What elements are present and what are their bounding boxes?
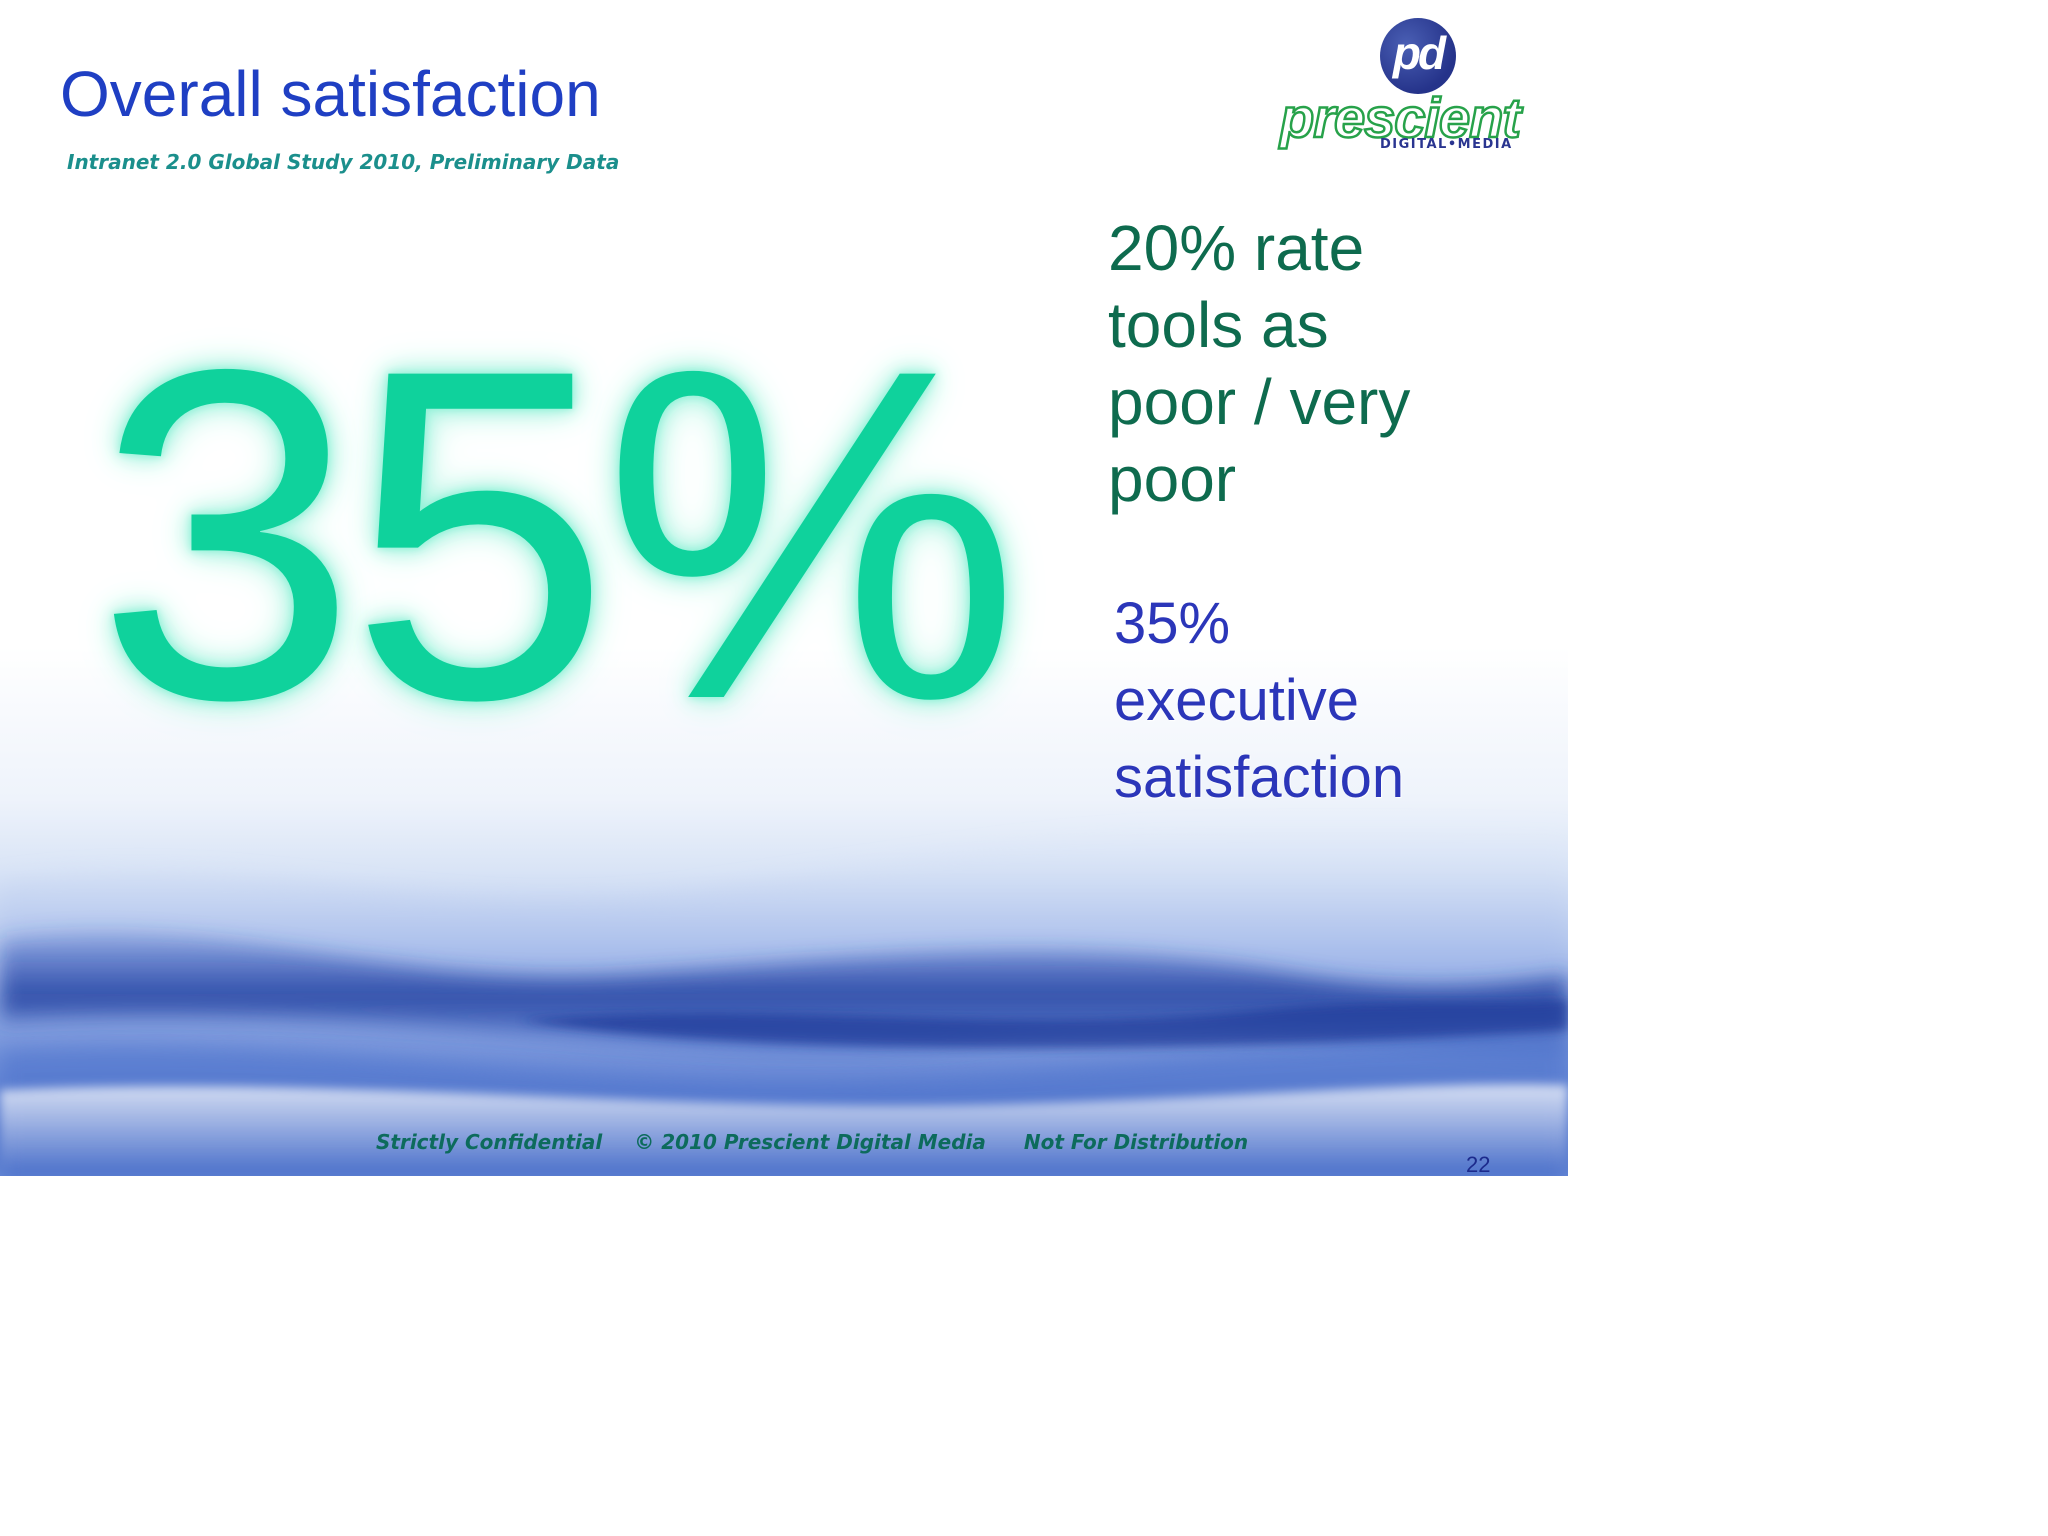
executive-satisfaction-line: satisfaction	[1114, 745, 1405, 810]
tools-rating-stat: 20% rate tools as poor / very poor	[1108, 210, 1548, 518]
tools-rating-line: 20% rate	[1108, 212, 1365, 284]
logo-monogram: pd	[1392, 27, 1446, 79]
slide-title: Overall satisfaction	[60, 58, 601, 130]
tools-rating-line: poor / very	[1108, 366, 1411, 438]
logo-tagline: DIGITAL•MEDIA	[1380, 137, 1513, 152]
prescient-logo: pd prescient DIGITAL•MEDIA	[1270, 18, 1560, 158]
footer-confidential: Strictly Confidential	[376, 1130, 603, 1154]
executive-satisfaction-stat: 35% executive satisfaction	[1114, 585, 1554, 816]
big-percentage: 35%	[96, 272, 1021, 797]
executive-satisfaction-line: 35%	[1114, 591, 1231, 656]
logo-circle-icon	[1380, 18, 1456, 94]
footer-copyright: © 2010 Prescient Digital Media	[634, 1130, 986, 1154]
wave-background	[0, 820, 1568, 1176]
tools-rating-line: tools as	[1108, 289, 1329, 361]
footer: Strictly Confidential © 2010 Prescient Di…	[376, 1130, 1248, 1154]
executive-satisfaction-line: executive	[1114, 668, 1360, 733]
page-number: 22	[1466, 1152, 1491, 1176]
slide: Overall satisfaction Intranet 2.0 Global…	[0, 0, 1568, 1176]
footer-distribution: Not For Distribution	[1023, 1130, 1249, 1154]
logo-wordmark: prescient	[1279, 86, 1523, 149]
slide-subtitle: Intranet 2.0 Global Study 2010, Prelimin…	[67, 150, 620, 174]
tools-rating-line: poor	[1108, 443, 1237, 515]
